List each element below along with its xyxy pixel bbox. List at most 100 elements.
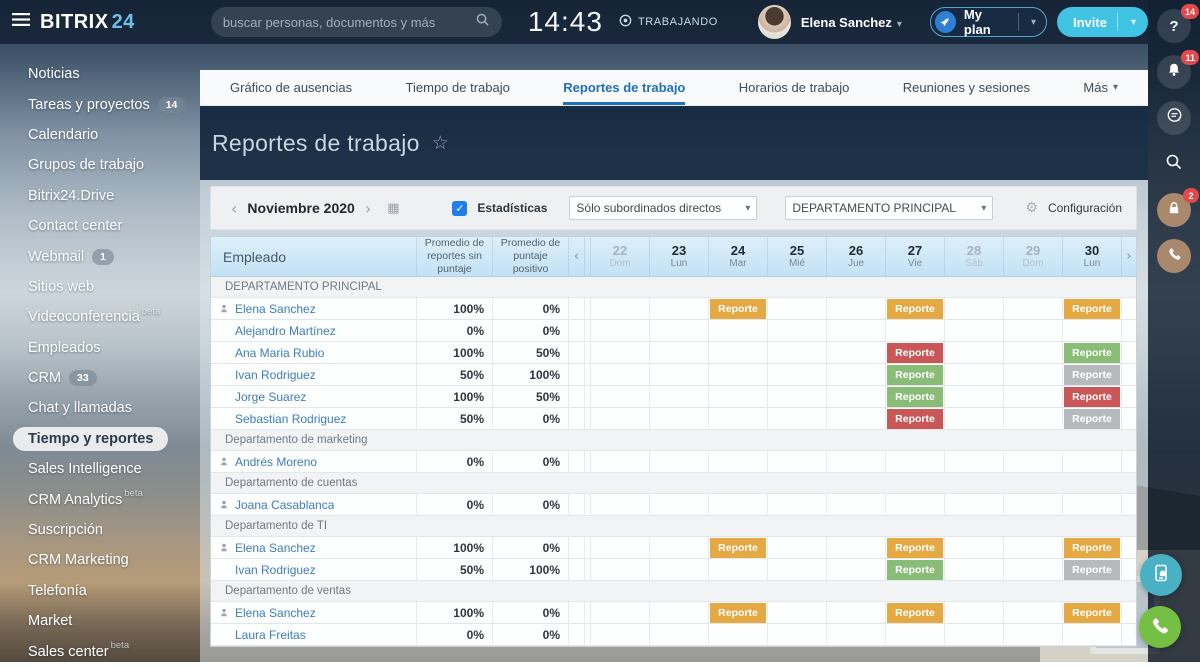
employee-cell[interactable]: Ivan Rodriguez [211, 559, 417, 580]
menu-icon[interactable] [12, 13, 30, 31]
telephony-button[interactable] [1157, 239, 1191, 273]
employee-cell[interactable]: Jorge Suarez [211, 386, 417, 407]
employee-name-link[interactable]: Elena Sanchez [235, 541, 316, 555]
search-icon[interactable] [475, 12, 490, 32]
day-cell-27[interactable]: Reporte [886, 364, 945, 385]
report-badge-yellow[interactable]: Reporte [887, 538, 943, 558]
sidebar-item-bitrix24-drive[interactable]: Bitrix24.Drive [28, 181, 200, 211]
day-cell-30[interactable]: Reporte [1063, 602, 1122, 623]
report-badge-yellow[interactable]: Reporte [887, 299, 943, 319]
employee-name-link[interactable]: Jorge Suarez [235, 390, 306, 404]
day-cell-27[interactable]: Reporte [886, 602, 945, 623]
sidebar-item-sitios-web[interactable]: Sitios web [28, 272, 200, 302]
report-badge-red[interactable]: Reporte [887, 343, 943, 363]
report-badge-gray[interactable]: Reporte [1064, 560, 1120, 580]
employee-cell[interactable]: Sebastian Rodriguez [211, 408, 417, 429]
notifications-button[interactable]: 11 [1157, 55, 1191, 89]
day-cell-30[interactable]: Reporte [1063, 559, 1122, 580]
day-cell-30[interactable]: Reporte [1063, 298, 1122, 319]
tab-gr-fico-de-ausencias[interactable]: Gráfico de ausencias [230, 70, 352, 105]
next-month-button[interactable]: › [359, 199, 377, 218]
favorite-star-icon[interactable]: ☆ [432, 132, 449, 154]
report-badge-green[interactable]: Reporte [887, 365, 943, 385]
sidebar-item-suscripci-n[interactable]: Suscripción [28, 515, 200, 545]
employee-name-link[interactable]: Elena Sanchez [235, 302, 316, 316]
employee-name-link[interactable]: Joana Casablanca [235, 498, 334, 512]
sidebar-item-empleados[interactable]: Empleados [28, 333, 200, 363]
statistics-checkbox[interactable]: ✓ [452, 201, 467, 216]
global-search[interactable] [211, 7, 502, 37]
tab-m-s[interactable]: Más▾ [1083, 70, 1118, 105]
call-button[interactable] [1139, 606, 1181, 648]
rail-search-button[interactable] [1157, 147, 1191, 181]
employee-cell[interactable]: Andrés Moreno [211, 451, 417, 472]
report-badge-yellow[interactable]: Reporte [710, 603, 766, 623]
scroll-right-icon[interactable]: › [1122, 237, 1136, 276]
gear-icon[interactable]: ⚙ [1025, 200, 1038, 216]
day-cell-24[interactable]: Reporte [709, 298, 768, 319]
employee-cell[interactable]: Ana Maria Rubio [211, 342, 417, 363]
employee-cell[interactable]: Elena Sanchez [211, 537, 417, 558]
sidebar-item-telefon-a[interactable]: Telefonía [28, 576, 200, 606]
scroll-left-icon[interactable]: ‹ [569, 237, 585, 276]
employee-name-link[interactable]: Alejandro Martínez [235, 324, 336, 338]
sidebar-item-tiempo-y-reportes[interactable]: Tiempo y reportes [28, 424, 200, 454]
tab-horarios-de-trabajo[interactable]: Horarios de trabajo [739, 70, 850, 105]
chat-button[interactable] [1157, 101, 1191, 135]
configuration-label[interactable]: Configuración [1048, 201, 1122, 215]
invite-button[interactable]: Invite ▾ [1057, 7, 1148, 37]
month-label[interactable]: Noviembre 2020 [247, 200, 354, 216]
tab-reuniones-y-sesiones[interactable]: Reuniones y sesiones [903, 70, 1030, 105]
search-input[interactable] [223, 15, 475, 30]
day-cell-27[interactable]: Reporte [886, 537, 945, 558]
user-menu[interactable]: Elena Sanchez▾ [801, 15, 902, 30]
sidebar-item-sales-intelligence[interactable]: Sales Intelligence [28, 454, 200, 484]
report-badge-yellow[interactable]: Reporte [1064, 603, 1120, 623]
report-badge-gray[interactable]: Reporte [1064, 365, 1120, 385]
day-cell-30[interactable]: Reporte [1063, 364, 1122, 385]
report-badge-yellow[interactable]: Reporte [710, 538, 766, 558]
report-badge-yellow[interactable]: Reporte [1064, 538, 1120, 558]
employee-name-link[interactable]: Andrés Moreno [235, 455, 317, 469]
sidebar-item-noticias[interactable]: Noticias [28, 59, 200, 89]
day-cell-27[interactable]: Reporte [886, 298, 945, 319]
avatar[interactable] [758, 5, 791, 39]
employee-name-link[interactable]: Sebastian Rodriguez [235, 412, 346, 426]
sidebar-item-calendario[interactable]: Calendario [28, 120, 200, 150]
report-badge-green[interactable]: Reporte [887, 560, 943, 580]
employee-name-link[interactable]: Elena Sanchez [235, 606, 316, 620]
employee-cell[interactable]: Elena Sanchez [211, 298, 417, 319]
report-badge-red[interactable]: Reporte [1064, 387, 1120, 407]
department-select[interactable]: DEPARTAMENTO PRINCIPAL ▾ [785, 196, 993, 220]
employee-name-link[interactable]: Ana Maria Rubio [235, 346, 324, 360]
day-cell-24[interactable]: Reporte [709, 602, 768, 623]
day-cell-27[interactable]: Reporte [886, 386, 945, 407]
day-cell-30[interactable]: Reporte [1063, 386, 1122, 407]
sidebar-item-crm-marketing[interactable]: CRM Marketing [28, 545, 200, 575]
report-badge-green[interactable]: Reporte [1064, 343, 1120, 363]
security-button[interactable]: 2 [1157, 193, 1191, 227]
employee-cell[interactable]: Joana Casablanca [211, 494, 417, 515]
sidebar-item-market[interactable]: Market [28, 606, 200, 636]
employee-cell[interactable]: Ivan Rodriguez [211, 364, 417, 385]
day-cell-24[interactable]: Reporte [709, 537, 768, 558]
day-cell-30[interactable]: Reporte [1063, 342, 1122, 363]
mobile-app-button[interactable] [1140, 554, 1182, 596]
day-cell-27[interactable]: Reporte [886, 342, 945, 363]
report-badge-yellow[interactable]: Reporte [887, 603, 943, 623]
report-badge-gray[interactable]: Reporte [1064, 409, 1120, 429]
report-badge-yellow[interactable]: Reporte [710, 299, 766, 319]
sidebar-item-chat-y-llamadas[interactable]: Chat y llamadas [28, 393, 200, 423]
sidebar-item-grupos-de-trabajo[interactable]: Grupos de trabajo [28, 150, 200, 180]
employee-cell[interactable]: Alejandro Martínez [211, 320, 417, 341]
day-cell-30[interactable]: Reporte [1063, 408, 1122, 429]
employee-name-link[interactable]: Ivan Rodriguez [235, 563, 316, 577]
employee-name-link[interactable]: Ivan Rodriguez [235, 368, 316, 382]
employee-cell[interactable]: Laura Freitas [211, 624, 417, 645]
calendar-icon[interactable]: ▦ [387, 201, 399, 216]
